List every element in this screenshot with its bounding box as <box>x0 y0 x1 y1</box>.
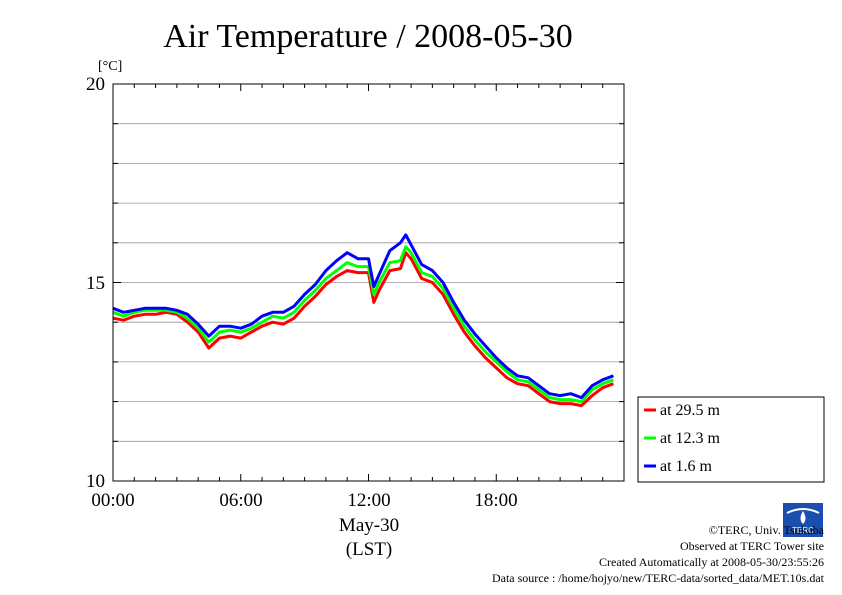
logo-wave-shape <box>786 508 820 514</box>
series-line-1 <box>112 251 614 408</box>
terc-logo: TERC <box>783 503 823 537</box>
y-tick-label: 20 <box>86 74 105 95</box>
x-tick-label: 06:00 <box>219 490 262 511</box>
credit-site: Observed at TERC Tower site <box>679 539 824 553</box>
y-tick-label: 10 <box>86 471 105 492</box>
legend: at 29.5 m at 12.3 m at 1.6 m <box>637 396 825 483</box>
logo-drop-shape <box>800 511 806 524</box>
legend-box <box>637 396 825 483</box>
chart-title: Air Temperature / 2008-05-30 <box>163 18 573 55</box>
x-axis-date-label: May-30 <box>339 515 399 536</box>
legend-label: at 29.5 m <box>660 402 721 419</box>
x-axis-label: (LST) <box>346 539 392 560</box>
x-tick-label: 12:00 <box>347 490 390 511</box>
credit-copyright: ©TERC, Univ. Tsukuba <box>708 523 824 537</box>
y-tick-label: 15 <box>86 273 105 294</box>
credit-source: Data source : /home/hojyo/new/TERC-data/… <box>491 571 824 585</box>
x-tick-label: 00:00 <box>91 490 134 511</box>
x-tick-label: 18:00 <box>474 490 517 511</box>
series-lines <box>112 233 614 408</box>
axis-ticks <box>112 83 625 482</box>
series-line-3 <box>112 233 614 400</box>
legend-label: at 12.3 m <box>660 430 721 447</box>
credit-created: Created Automatically at 2008-05-30/23:5… <box>599 555 824 569</box>
y-unit-label: [°C] <box>98 59 122 74</box>
logo-text: TERC <box>792 526 814 535</box>
legend-label: at 1.6 m <box>660 458 713 475</box>
